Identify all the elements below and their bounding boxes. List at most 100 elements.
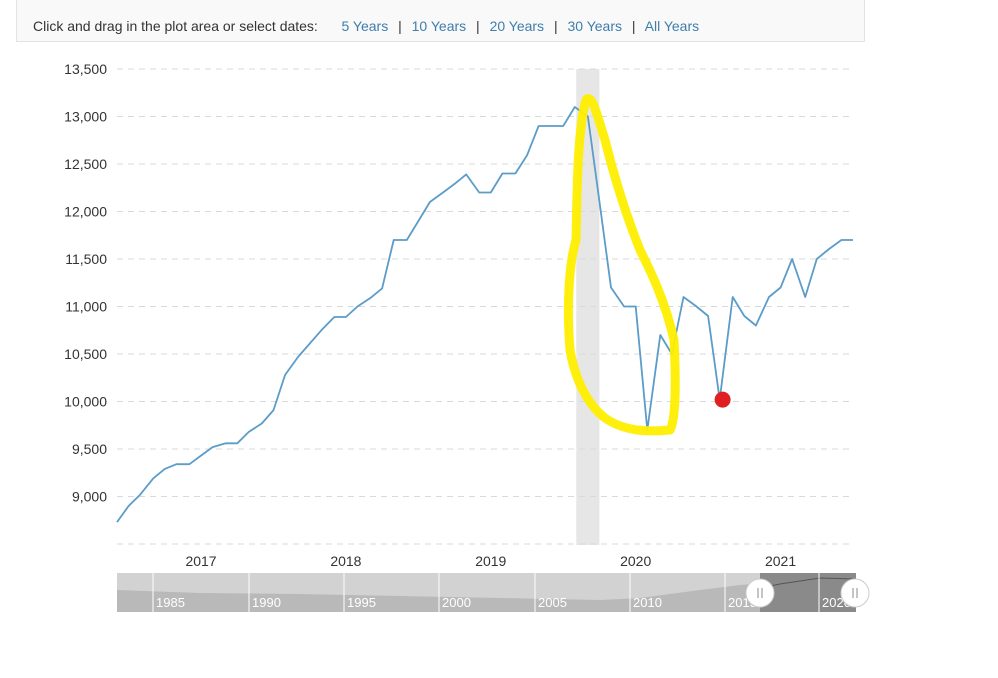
data-point[interactable] [488, 190, 493, 195]
data-point[interactable] [162, 466, 167, 471]
data-point[interactable] [187, 462, 192, 467]
toolbar-inner: Click and drag in the plot area or selec… [33, 18, 699, 34]
data-point[interactable] [658, 333, 663, 338]
toolbar-prompt: Click and drag in the plot area or selec… [33, 18, 318, 34]
data-point[interactable] [681, 295, 686, 300]
y-tick-label: 10,500 [64, 346, 107, 362]
data-point[interactable] [597, 200, 602, 205]
data-point[interactable] [391, 238, 396, 243]
data-point[interactable] [561, 124, 566, 129]
data-point[interactable] [416, 219, 421, 224]
data-point[interactable] [622, 304, 627, 309]
navigator-area [117, 578, 856, 612]
data-point[interactable] [753, 323, 758, 328]
data-point[interactable] [246, 429, 251, 434]
range-30-years-link[interactable]: 30 Years [567, 18, 622, 34]
range-separator: | [476, 18, 480, 34]
range-10-years-link[interactable]: 10 Years [411, 18, 467, 34]
data-point[interactable] [609, 285, 614, 290]
plot-area[interactable] [115, 105, 856, 525]
data-point[interactable] [319, 328, 324, 333]
y-tick-label: 12,000 [64, 204, 107, 220]
range-separator: | [398, 18, 402, 34]
data-point[interactable] [151, 476, 156, 481]
data-point[interactable] [126, 504, 131, 509]
data-point[interactable] [235, 441, 240, 446]
x-tick-label: 2017 [185, 553, 216, 569]
navigator-left-handle[interactable] [745, 578, 775, 608]
data-point[interactable] [500, 171, 505, 176]
navigator-selected-line [759, 577, 857, 589]
data-point[interactable] [814, 257, 819, 262]
data-point[interactable] [633, 304, 638, 309]
data-point[interactable] [283, 372, 288, 377]
y-tick-label: 11,500 [65, 251, 107, 267]
data-point[interactable] [525, 153, 530, 158]
series-line[interactable] [116, 106, 853, 523]
red-marker-dot [714, 391, 731, 408]
data-point[interactable] [826, 247, 831, 252]
range-20-years-link[interactable]: 20 Years [489, 18, 545, 34]
data-point[interactable] [536, 124, 541, 129]
navigator-year-label: 2005 [538, 595, 567, 610]
data-point[interactable] [706, 314, 711, 319]
y-tick-label: 13,500 [64, 61, 107, 77]
navigator-year-label: 1990 [252, 595, 281, 610]
y-tick-label: 10,000 [64, 394, 107, 410]
data-point[interactable] [694, 304, 699, 309]
range-separator: | [553, 18, 558, 34]
data-point[interactable] [210, 445, 215, 450]
data-point[interactable] [477, 190, 482, 195]
navigator-year-label: 1985 [156, 595, 185, 610]
data-point[interactable] [427, 200, 432, 205]
data-point[interactable] [549, 124, 554, 129]
navigator-right-handle[interactable] [840, 578, 870, 608]
y-tick-label: 9,500 [72, 441, 107, 457]
data-point[interactable] [332, 314, 337, 319]
range-navigator[interactable]: 1985 1990 1995 2000 2005 2010 2015 2020 [117, 573, 870, 612]
data-point[interactable] [790, 257, 795, 262]
data-point[interactable] [730, 295, 735, 300]
data-point[interactable] [452, 181, 457, 186]
data-point[interactable] [778, 285, 783, 290]
data-point[interactable] [851, 238, 856, 243]
x-tick-label: 2021 [765, 553, 796, 569]
navigator-year-label: 2010 [633, 595, 662, 610]
range-5-years-link[interactable]: 5 Years [341, 18, 389, 34]
data-point[interactable] [259, 421, 264, 426]
data-point[interactable] [440, 190, 445, 195]
range-all-years-link[interactable]: All Years [644, 18, 700, 34]
yellow-highlight-loop [563, 94, 680, 436]
y-tick-label: 12,500 [64, 156, 107, 172]
data-point[interactable] [115, 520, 120, 525]
navigator-year-label: 1995 [347, 595, 376, 610]
data-point[interactable] [839, 238, 844, 243]
data-point[interactable] [138, 492, 143, 497]
data-point[interactable] [296, 354, 301, 359]
data-point[interactable] [464, 172, 469, 177]
data-point[interactable] [766, 295, 771, 300]
y-tick-label: 11,000 [65, 299, 107, 315]
date-range-toolbar: Click and drag in the plot area or selec… [16, 0, 865, 42]
data-point[interactable] [174, 462, 179, 467]
y-axis: 9,000 9,500 10,000 10,500 11,000 11,500 12,000… [64, 61, 107, 505]
data-point[interactable] [380, 286, 385, 291]
annotations [563, 94, 731, 436]
x-axis: 2017 2018 2019 2020 2021 [185, 553, 796, 569]
data-point[interactable] [803, 295, 808, 300]
data-point[interactable] [742, 314, 747, 319]
data-point[interactable] [355, 304, 360, 309]
data-point[interactable] [343, 314, 348, 319]
range-separator: | [631, 18, 636, 34]
data-point[interactable] [572, 105, 577, 110]
data-point[interactable] [404, 238, 409, 243]
data-point[interactable] [271, 408, 276, 413]
data-point[interactable] [307, 341, 312, 346]
navigator-year-label: 2000 [442, 595, 471, 610]
gridlines [117, 68, 853, 545]
data-point[interactable] [513, 171, 518, 176]
data-point[interactable] [223, 441, 228, 446]
data-point[interactable] [199, 453, 204, 458]
data-point[interactable] [368, 295, 373, 300]
